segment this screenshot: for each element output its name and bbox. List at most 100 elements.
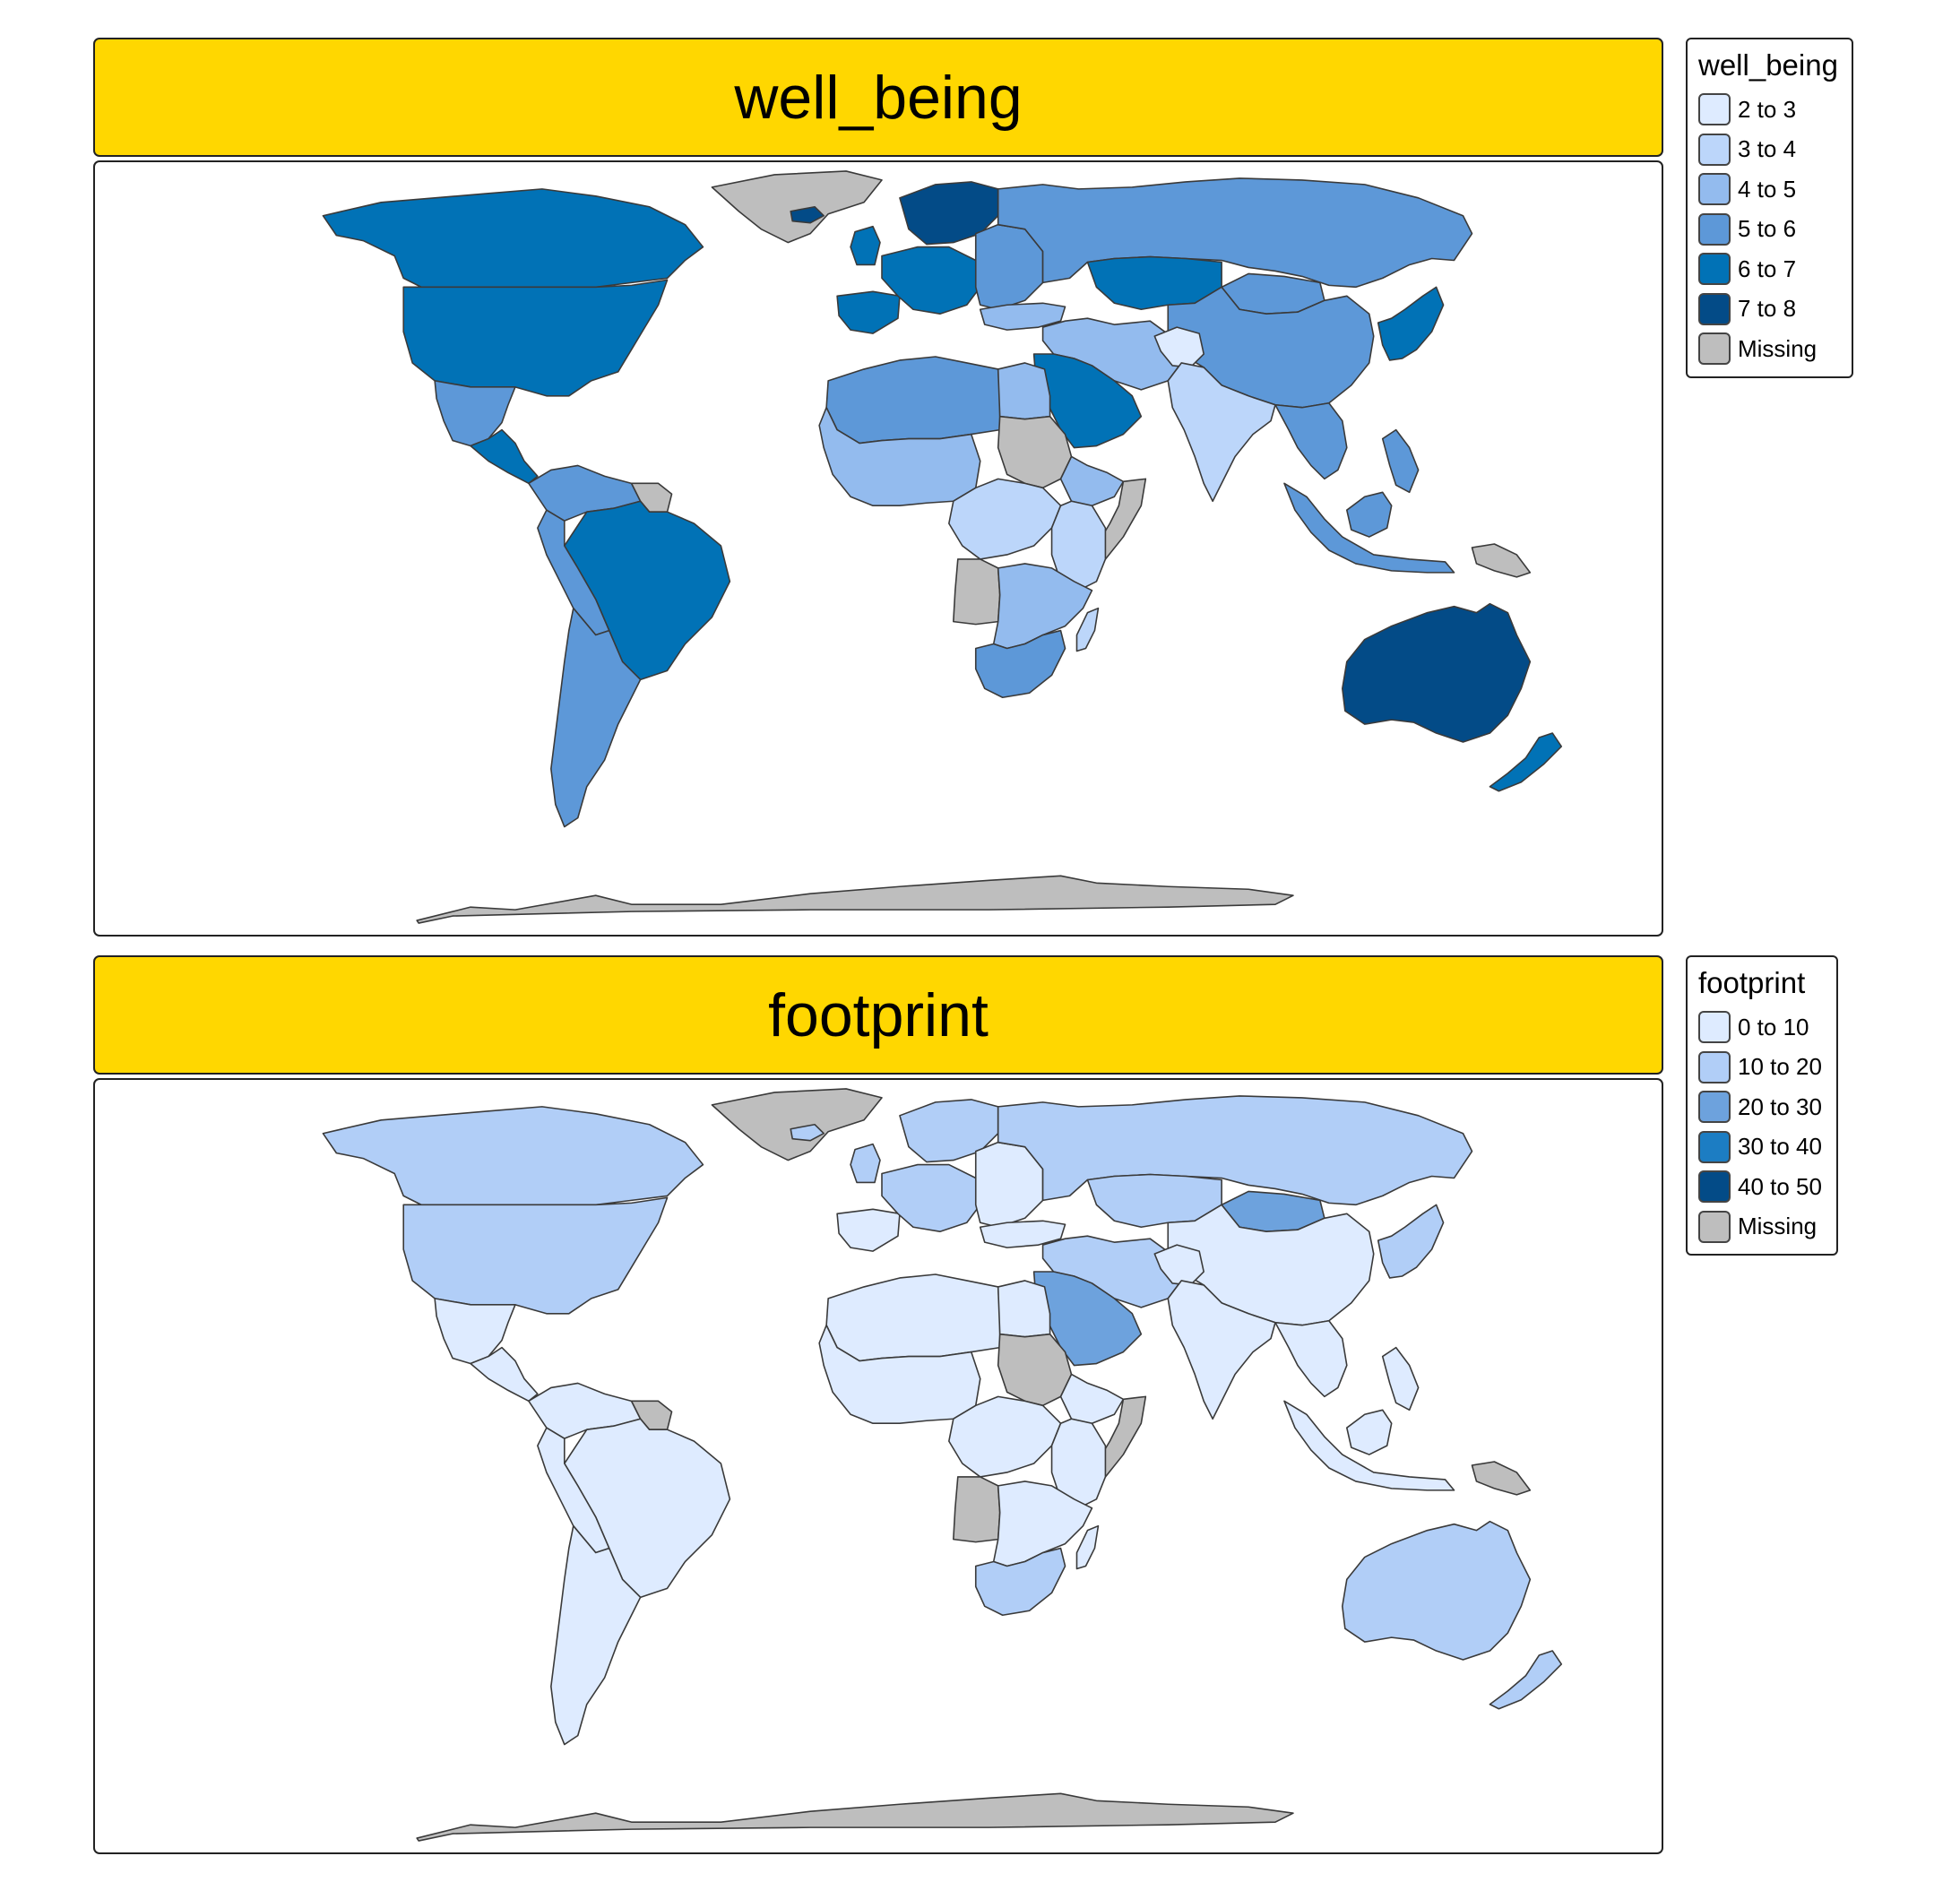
- region-iceland: [790, 1123, 825, 1142]
- region-russia: [997, 177, 1473, 289]
- region-chile-argentina: [550, 1524, 642, 1746]
- legend-item: 30 to 40: [1698, 1127, 1826, 1168]
- region-central-america: [470, 428, 539, 485]
- region-afghanistan: [1153, 326, 1204, 368]
- region-afghanistan: [1153, 1244, 1204, 1286]
- region-north-africa: [825, 1273, 1001, 1362]
- legend-label: 3 to 4: [1738, 135, 1797, 163]
- region-new-zealand: [1489, 1650, 1563, 1710]
- legend-swatch: [1698, 253, 1731, 286]
- legend-swatch: [1698, 1050, 1731, 1083]
- region-new-zealand: [1489, 732, 1563, 792]
- legend-item: 20 to 30: [1698, 1087, 1826, 1127]
- legend-title: footprint: [1698, 966, 1806, 999]
- region-turkey: [979, 1220, 1066, 1248]
- legend-swatch: [1698, 1011, 1731, 1044]
- region-canada: [322, 1106, 704, 1206]
- region-australia: [1342, 602, 1532, 743]
- panel-title-well-being: well_being: [93, 38, 1663, 157]
- legend-item: 6 to 7: [1698, 249, 1841, 289]
- legend-label: Missing: [1738, 334, 1818, 362]
- region-korea-japan: [1377, 1204, 1445, 1279]
- region-iberia: [836, 1208, 901, 1252]
- legend-label: 2 to 3: [1738, 95, 1797, 123]
- region-angola: [953, 1476, 1001, 1543]
- legend-label: 40 to 50: [1738, 1172, 1822, 1200]
- region-australia: [1342, 1520, 1532, 1661]
- legend-item: Missing: [1698, 1207, 1826, 1247]
- region-korea-japan: [1377, 286, 1445, 361]
- region-south-asia: [1167, 1280, 1276, 1420]
- legend-item: 7 to 8: [1698, 289, 1841, 330]
- region-png: [1471, 1461, 1532, 1496]
- world-map-footprint: [322, 1088, 1563, 1842]
- legend-item: 5 to 6: [1698, 210, 1841, 250]
- region-southern-africa: [992, 1481, 1093, 1567]
- region-east-africa: [1050, 1418, 1107, 1509]
- region-scandinavia: [899, 181, 999, 246]
- legend-label: 5 to 6: [1738, 215, 1797, 243]
- region-madagascar: [1075, 1524, 1100, 1570]
- legend-label: 20 to 30: [1738, 1092, 1822, 1120]
- region-south-asia: [1167, 362, 1276, 503]
- region-greenland: [711, 1088, 883, 1161]
- legend-item: Missing: [1698, 329, 1841, 369]
- map-frame-footprint: [93, 1078, 1663, 1854]
- region-egypt: [997, 1280, 1051, 1338]
- region-south-africa: [974, 1547, 1066, 1617]
- legend-swatch: [1698, 292, 1731, 325]
- legend-swatch: [1698, 93, 1731, 126]
- region-south-africa: [974, 629, 1066, 699]
- region-indonesia: [1283, 1400, 1455, 1491]
- region-southeast-asia: [1274, 401, 1348, 480]
- region-uk: [850, 1143, 881, 1184]
- legend-swatch: [1698, 173, 1731, 206]
- region-north-africa: [825, 356, 1001, 445]
- region-iceland: [790, 205, 825, 224]
- region-chile-argentina: [550, 607, 642, 828]
- region-east-africa: [1050, 500, 1107, 591]
- region-central-america: [470, 1346, 539, 1403]
- region-western-europe: [881, 246, 981, 315]
- region-antarctica: [416, 1792, 1294, 1842]
- legend-label: 4 to 5: [1738, 175, 1797, 203]
- legend-label: Missing: [1738, 1213, 1818, 1240]
- region-madagascar: [1075, 607, 1100, 652]
- region-iberia: [836, 290, 901, 334]
- legend-label: 6 to 7: [1738, 255, 1797, 282]
- region-png: [1471, 543, 1532, 578]
- region-southeast-asia: [1274, 1319, 1348, 1398]
- world-map-well-being: [322, 170, 1563, 924]
- region-philippines: [1381, 428, 1420, 494]
- legend-swatch: [1698, 1170, 1731, 1204]
- legend-item: 4 to 5: [1698, 169, 1841, 210]
- region-western-europe: [881, 1163, 981, 1233]
- legend-swatch: [1698, 332, 1731, 366]
- region-southern-africa: [992, 563, 1093, 650]
- region-usa: [402, 279, 669, 397]
- region-ethiopia: [1059, 455, 1125, 507]
- legend-item: 40 to 50: [1698, 1167, 1826, 1207]
- region-canada: [322, 188, 704, 289]
- legend-item: 10 to 20: [1698, 1048, 1826, 1088]
- legend-well-being: well_being 2 to 3 3 to 4 4 to 5 5 to 6 6 to …: [1686, 38, 1853, 378]
- region-philippines: [1381, 1346, 1420, 1412]
- legend-swatch: [1698, 133, 1731, 166]
- map-frame-well-being: [93, 160, 1663, 937]
- legend-title: well_being: [1698, 48, 1838, 82]
- legend-swatch: [1698, 1210, 1731, 1243]
- region-russia: [997, 1095, 1473, 1206]
- legend-item: 2 to 3: [1698, 90, 1841, 130]
- legend-label: 7 to 8: [1738, 295, 1797, 323]
- legend-item: 3 to 4: [1698, 130, 1841, 170]
- panel-title-footprint: footprint: [93, 955, 1663, 1075]
- legend-label: 30 to 40: [1738, 1133, 1822, 1161]
- legend-label: 0 to 10: [1738, 1013, 1809, 1040]
- region-egypt: [997, 362, 1051, 420]
- region-turkey: [979, 302, 1066, 331]
- legend-items: 2 to 3 3 to 4 4 to 5 5 to 6 6 to 7 7 to 8 Miss…: [1698, 90, 1841, 369]
- region-angola: [953, 558, 1001, 626]
- region-scandinavia: [899, 1099, 999, 1163]
- region-greenland: [711, 170, 883, 244]
- region-usa: [402, 1196, 669, 1315]
